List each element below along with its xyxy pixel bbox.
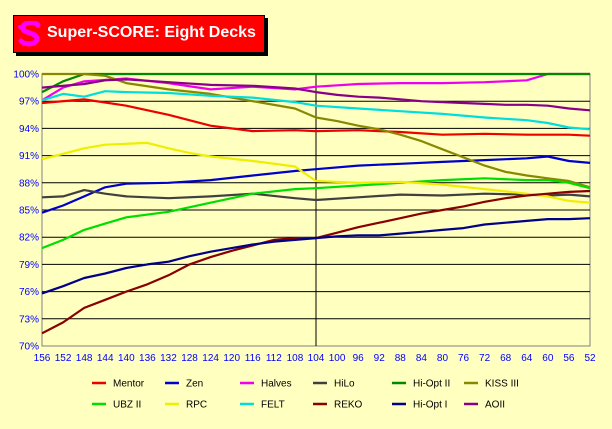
x-tick-label: 116 [245,353,261,364]
legend-label: KISS III [485,379,519,390]
x-tick-label: 64 [521,353,533,364]
s-logo-icon [18,21,41,47]
x-tick-label: 88 [395,353,407,364]
y-tick-label: 94% [19,124,39,135]
series-line-aoii [41,78,591,112]
y-tick-label: 76% [19,287,39,298]
series-line-zen [41,155,591,214]
y-tick-label: 91% [19,151,39,162]
x-tick-label: 120 [223,353,240,364]
legend-label: Hi-Opt I [413,400,447,411]
series-layer [41,72,591,335]
legend-label: REKO [334,400,363,411]
legend-label: UBZ II [113,400,141,411]
x-tick-label: 124 [202,353,219,364]
x-tick-label: 104 [308,353,325,364]
legend-label: Mentor [113,379,145,390]
legend-label: Halves [261,379,292,390]
y-axis: 70% 73% 76% 79% 82% 85% 88% 91% 94% 97% 100% [13,70,39,353]
title-box: Super-SCORE: Eight Decks [13,15,265,53]
x-tick-label: 76 [458,353,470,364]
y-tick-label: 70% [19,342,39,353]
x-tick-label: 132 [160,353,177,364]
legend: Mentor Zen Halves HiLo Hi-Opt II KISS III UBZ … [92,379,519,411]
x-tick-label: 152 [55,353,72,364]
legend-label: AOII [485,400,505,411]
x-tick-label: 108 [287,353,304,364]
y-tick-label: 97% [19,97,39,108]
legend-label: HiLo [334,379,355,390]
series-line-felt [41,90,591,131]
x-tick-label: 140 [118,353,135,364]
x-tick-label: 56 [563,353,575,364]
series-line-rpc [41,141,591,204]
y-tick-label: 82% [19,233,39,244]
legend-label: Hi-Opt II [413,379,450,390]
x-tick-label: 68 [500,353,512,364]
legend-label: RPC [186,400,207,411]
series-line-hi-opt-i [41,217,591,295]
y-tick-label: 79% [19,260,39,271]
chart-title: Super-SCORE: Eight Decks [47,24,256,41]
x-tick-label: 60 [542,353,554,364]
x-tick-label: 144 [97,353,114,364]
x-tick-label: 84 [416,353,428,364]
y-tick-label: 85% [19,206,39,217]
y-tick-label: 100% [13,70,39,81]
x-tick-label: 156 [34,353,51,364]
x-tick-label: 112 [266,353,282,364]
series-line-ubz-ii [41,177,591,250]
x-tick-label: 80 [437,353,449,364]
x-tick-label: 72 [479,353,491,364]
x-tick-label: 92 [374,353,386,364]
y-tick-label: 73% [19,314,39,325]
x-axis: 156 152 148 144 140 136 132 128 124 120 116 112 108 1… [34,353,596,364]
series-line-mentor [41,98,591,137]
x-tick-label: 148 [76,353,93,364]
x-tick-label: 100 [329,353,346,364]
x-tick-label: 128 [181,353,198,364]
x-tick-label: 96 [353,353,365,364]
legend-label: FELT [261,400,285,411]
legend-label: Zen [186,379,203,390]
y-tick-label: 88% [19,178,39,189]
x-tick-label: 52 [584,353,596,364]
x-tick-label: 136 [139,353,156,364]
series-line-hi-opt-ii [41,72,590,94]
series-line-kiss-iii [42,72,591,189]
